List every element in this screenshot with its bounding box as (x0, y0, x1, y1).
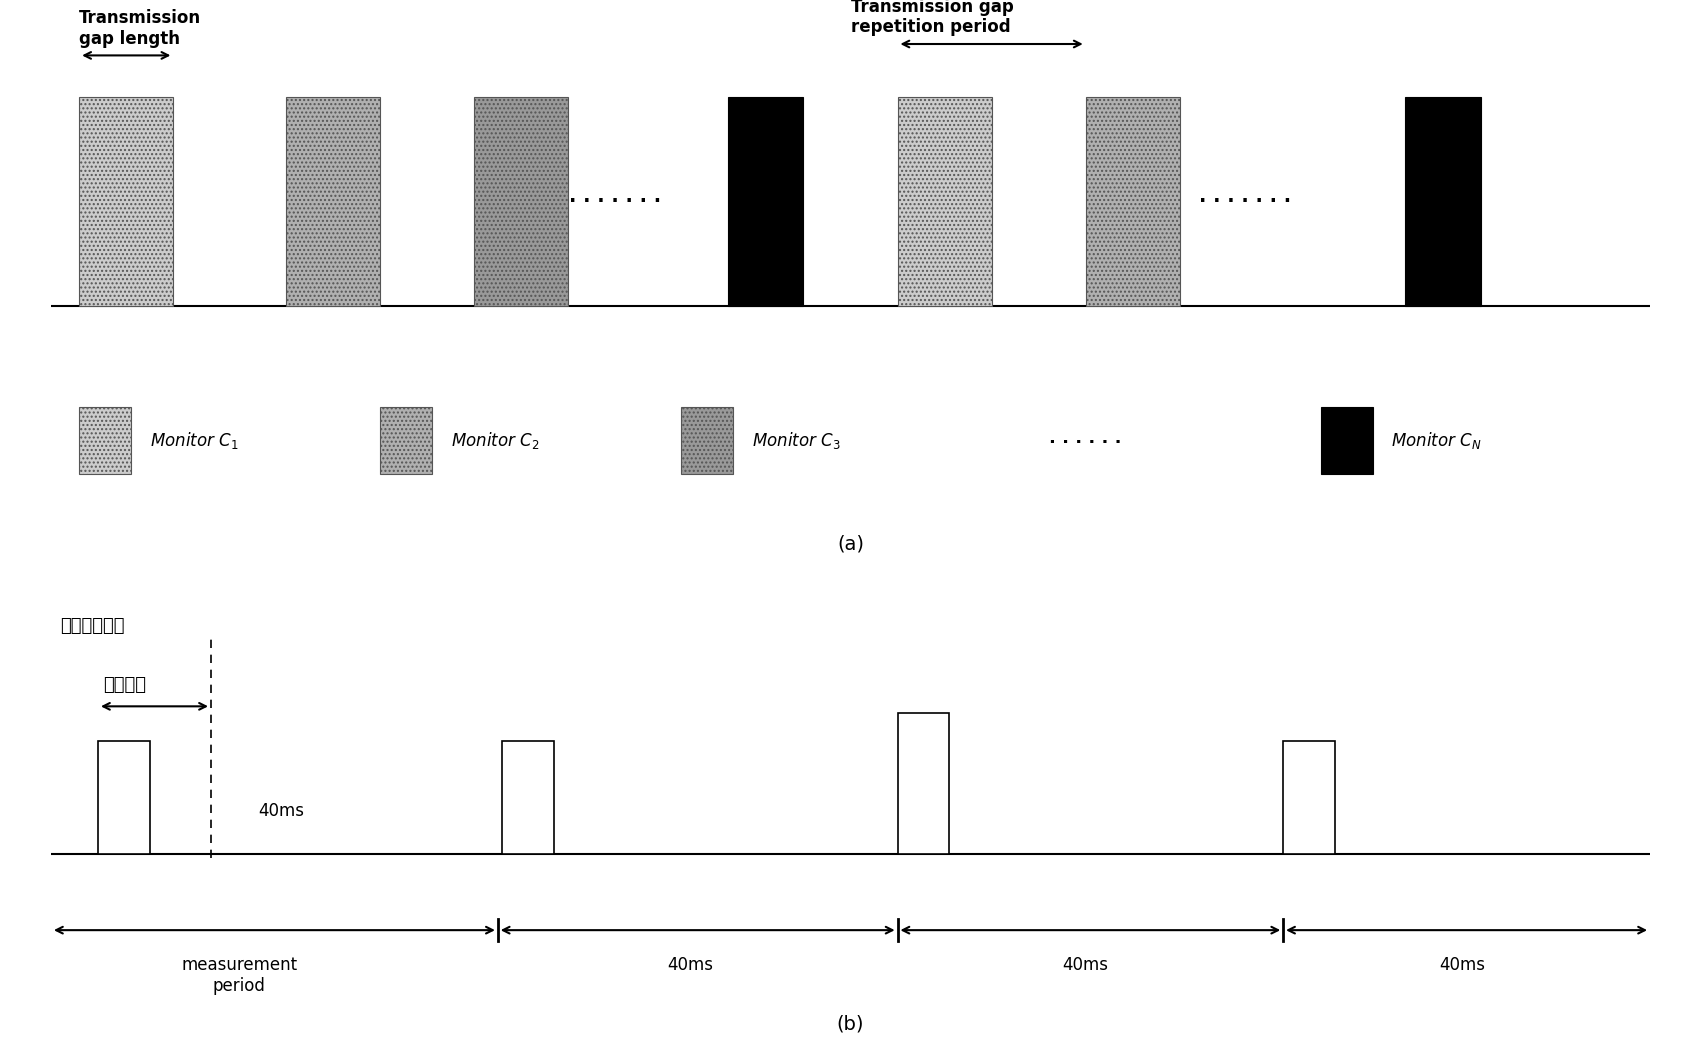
Text: 测量间隔偏移: 测量间隔偏移 (61, 617, 124, 635)
Bar (80, 98, 174, 306)
Text: Monitor $C_2$: Monitor $C_2$ (451, 429, 539, 450)
Text: 测量间隔: 测量间隔 (102, 675, 146, 693)
Bar (680, 407, 733, 474)
Text: Monitor $C_3$: Monitor $C_3$ (752, 429, 840, 450)
Text: Transmission gap
repetition period: Transmission gap repetition period (850, 0, 1014, 36)
Bar (502, 741, 555, 854)
Text: Monitor $C_N$: Monitor $C_N$ (1391, 429, 1482, 450)
Text: (b): (b) (837, 1014, 864, 1034)
Text: 40ms: 40ms (1063, 956, 1109, 974)
Text: 40ms: 40ms (667, 956, 714, 974)
Text: · · · · · · ·: · · · · · · · (1199, 192, 1291, 211)
Text: 40ms: 40ms (1439, 956, 1485, 974)
Bar (1320, 407, 1373, 474)
Bar (381, 407, 432, 474)
Bar (898, 98, 992, 306)
Text: measurement
period: measurement period (180, 956, 298, 995)
Bar (1283, 741, 1335, 854)
Bar (898, 713, 949, 854)
Bar (475, 98, 568, 306)
Text: Monitor $C_1$: Monitor $C_1$ (150, 429, 238, 450)
Text: · · · · · ·: · · · · · · (1050, 435, 1123, 453)
Text: 40ms: 40ms (259, 801, 304, 819)
Bar (1405, 98, 1480, 306)
Text: · · · · · · ·: · · · · · · · (570, 192, 662, 211)
Bar (80, 407, 131, 474)
Bar (728, 98, 803, 306)
Text: (a): (a) (837, 534, 864, 553)
Bar (286, 98, 381, 306)
Bar (99, 741, 150, 854)
Bar (1085, 98, 1180, 306)
Text: Transmission
gap length: Transmission gap length (80, 8, 201, 48)
